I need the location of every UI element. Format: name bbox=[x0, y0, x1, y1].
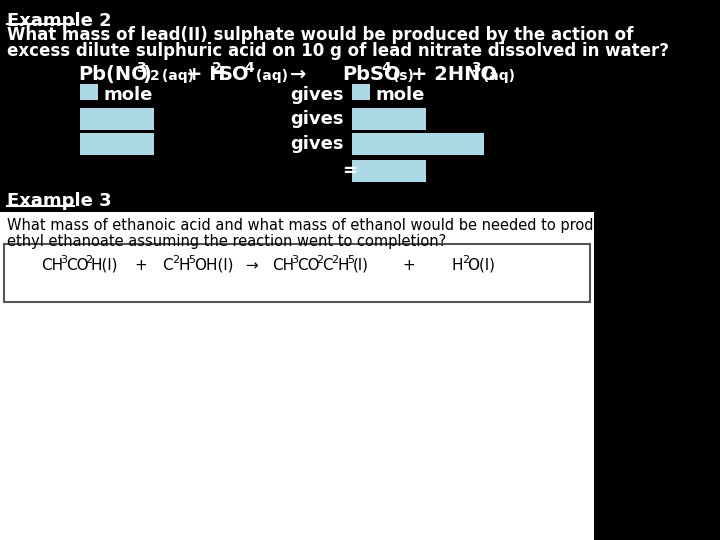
Text: 2: 2 bbox=[331, 255, 338, 265]
Text: mole: mole bbox=[375, 86, 425, 104]
FancyBboxPatch shape bbox=[352, 133, 484, 155]
Text: ethyl ethanoate assuming the reaction went to completion?: ethyl ethanoate assuming the reaction we… bbox=[6, 234, 446, 249]
Text: H(l): H(l) bbox=[91, 258, 118, 273]
Text: (l): (l) bbox=[353, 258, 369, 273]
Text: 4: 4 bbox=[244, 61, 254, 75]
Text: PbSO: PbSO bbox=[342, 65, 401, 84]
Text: + 2HNO: + 2HNO bbox=[410, 65, 497, 84]
Text: 2: 2 bbox=[172, 255, 179, 265]
Text: 2: 2 bbox=[150, 69, 160, 83]
Text: +: + bbox=[402, 258, 415, 273]
Text: O(l): O(l) bbox=[467, 258, 495, 273]
Text: H: H bbox=[452, 258, 464, 273]
FancyBboxPatch shape bbox=[352, 160, 426, 182]
Text: (aq): (aq) bbox=[251, 69, 288, 83]
Text: (aq): (aq) bbox=[157, 69, 194, 83]
Text: CH: CH bbox=[41, 258, 63, 273]
Text: Pb(NO: Pb(NO bbox=[78, 65, 148, 84]
Text: + H: + H bbox=[186, 65, 225, 84]
Text: 2: 2 bbox=[212, 61, 222, 75]
Text: 5: 5 bbox=[188, 255, 195, 265]
FancyBboxPatch shape bbox=[80, 84, 98, 100]
Text: =: = bbox=[342, 162, 357, 180]
Text: Example 2: Example 2 bbox=[6, 12, 111, 30]
Text: +: + bbox=[135, 258, 147, 273]
Text: H: H bbox=[178, 258, 189, 273]
Text: mole: mole bbox=[103, 86, 153, 104]
FancyBboxPatch shape bbox=[352, 108, 426, 130]
Text: ): ) bbox=[143, 65, 151, 84]
Text: OH(l): OH(l) bbox=[194, 258, 233, 273]
Text: →: → bbox=[290, 65, 307, 84]
Text: Example 3: Example 3 bbox=[6, 192, 111, 210]
Text: C: C bbox=[322, 258, 332, 273]
Text: 3: 3 bbox=[60, 255, 67, 265]
FancyBboxPatch shape bbox=[352, 84, 370, 100]
FancyBboxPatch shape bbox=[80, 133, 154, 155]
Text: CO: CO bbox=[297, 258, 320, 273]
Text: 2: 2 bbox=[462, 255, 469, 265]
FancyBboxPatch shape bbox=[4, 244, 590, 302]
Text: gives: gives bbox=[290, 135, 344, 153]
Text: 2: 2 bbox=[316, 255, 323, 265]
Text: H: H bbox=[337, 258, 348, 273]
Text: What mass of lead(II) sulphate would be produced by the action of: What mass of lead(II) sulphate would be … bbox=[6, 26, 633, 44]
FancyBboxPatch shape bbox=[80, 108, 154, 130]
Text: 3: 3 bbox=[136, 61, 145, 75]
Text: →: → bbox=[245, 258, 258, 273]
Text: CH: CH bbox=[272, 258, 294, 273]
FancyBboxPatch shape bbox=[0, 212, 594, 540]
Text: What mass of ethanoic acid and what mass of ethanol would be needed to produce 1: What mass of ethanoic acid and what mass… bbox=[6, 218, 685, 233]
Text: 5: 5 bbox=[347, 255, 354, 265]
Text: (s): (s) bbox=[389, 69, 414, 83]
Text: gives: gives bbox=[290, 110, 344, 128]
Text: SO: SO bbox=[219, 65, 249, 84]
Text: gives: gives bbox=[290, 86, 344, 104]
Text: 4: 4 bbox=[382, 61, 392, 75]
Text: CO: CO bbox=[66, 258, 89, 273]
Text: 3: 3 bbox=[291, 255, 298, 265]
Text: excess dilute sulphuric acid on 10 g of lead nitrate dissolved in water?: excess dilute sulphuric acid on 10 g of … bbox=[6, 42, 669, 60]
Text: C: C bbox=[163, 258, 173, 273]
Text: 2: 2 bbox=[85, 255, 92, 265]
Text: 3: 3 bbox=[471, 61, 480, 75]
Text: (aq): (aq) bbox=[477, 69, 515, 83]
